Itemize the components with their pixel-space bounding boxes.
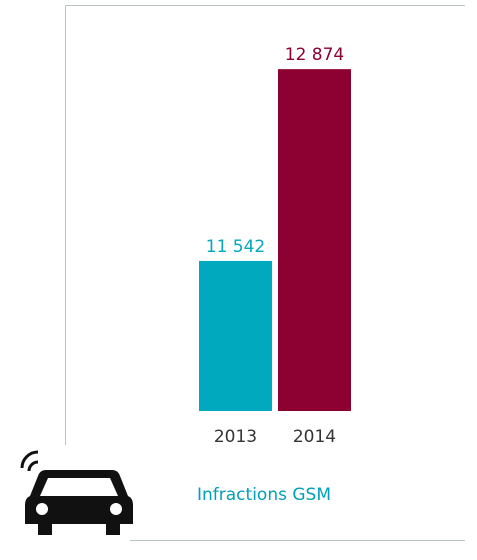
x-tick-label: 2013 — [214, 427, 257, 447]
value-label: 12 874 — [285, 45, 344, 65]
x-tick-label: 2014 — [293, 427, 336, 447]
chart-title: Infractions GSM — [197, 485, 331, 505]
value-label: 11 542 — [206, 237, 265, 257]
car-icon — [20, 450, 133, 535]
bar — [278, 69, 351, 412]
bar — [199, 260, 272, 411]
